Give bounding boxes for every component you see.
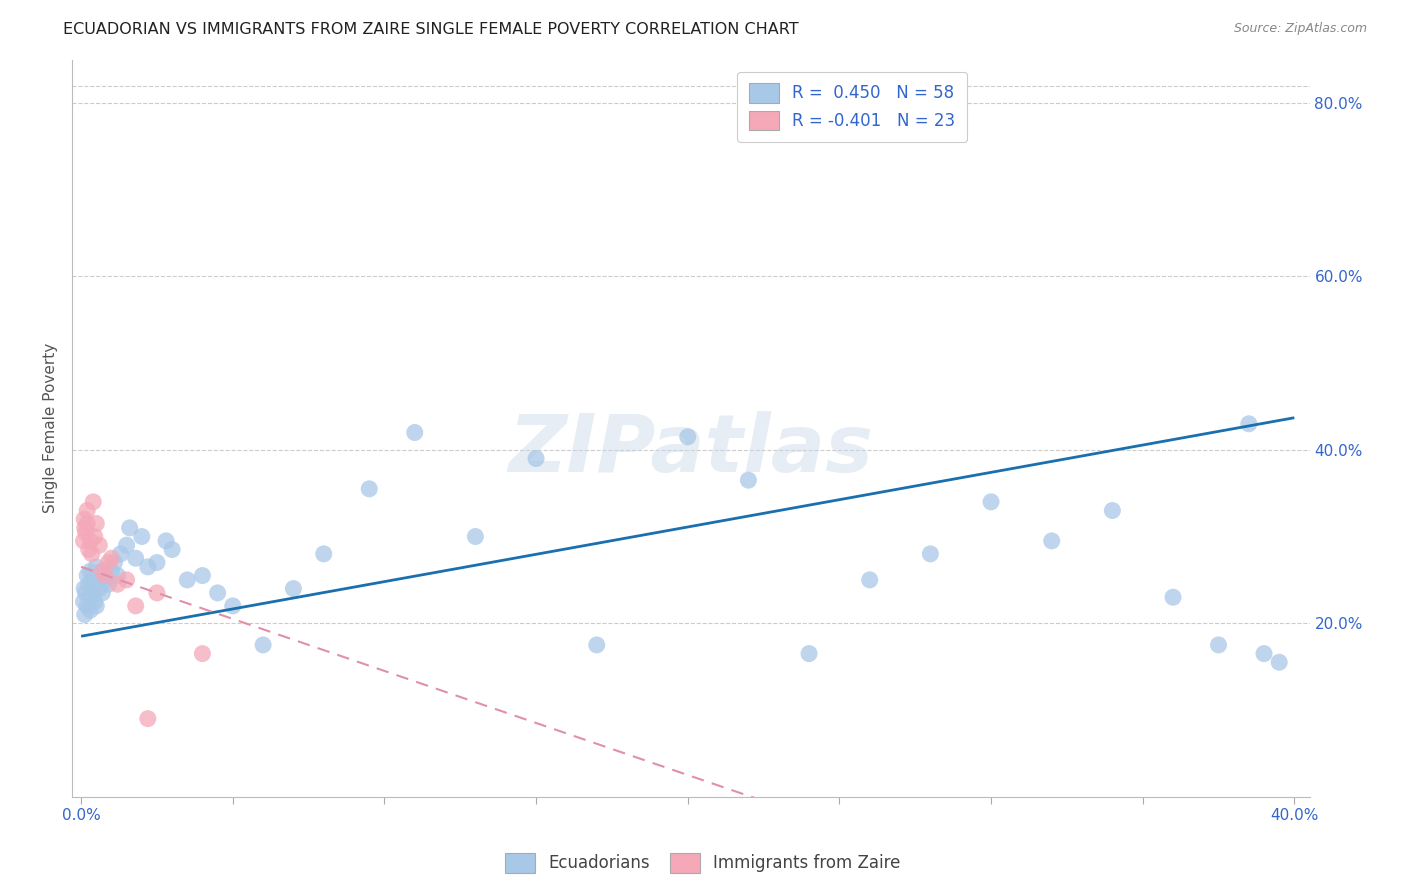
Point [155, 533, 177, 548]
Point [97, 577, 120, 591]
Point [84, 560, 107, 574]
Point [94, 568, 117, 582]
Point [91, 564, 114, 578]
Point [97, 556, 120, 570]
Point [1161, 591, 1184, 605]
Point [75, 586, 97, 600]
Text: Source: ZipAtlas.com: Source: ZipAtlas.com [1233, 22, 1367, 36]
Point [283, 582, 305, 596]
Point [1040, 533, 1063, 548]
Y-axis label: Single Female Poverty: Single Female Poverty [44, 343, 58, 513]
Point [115, 538, 138, 552]
Point [176, 573, 198, 587]
Point [1208, 638, 1230, 652]
Point [125, 599, 148, 613]
Point [737, 473, 759, 487]
Point [75, 525, 97, 540]
Point [252, 638, 274, 652]
Point [72, 533, 94, 548]
Point [859, 573, 882, 587]
Point [920, 547, 942, 561]
Point [103, 556, 125, 570]
Point [1237, 417, 1260, 431]
Point [100, 564, 122, 578]
Point [207, 586, 229, 600]
Point [89, 538, 111, 552]
Point [73, 582, 96, 596]
Point [83, 529, 105, 543]
Point [76, 568, 98, 582]
Point [73, 521, 96, 535]
Point [110, 547, 132, 561]
Point [77, 542, 100, 557]
Point [76, 503, 98, 517]
Point [76, 516, 98, 531]
Point [82, 495, 104, 509]
Point [89, 582, 111, 596]
Point [83, 594, 105, 608]
Point [79, 564, 101, 578]
Point [73, 607, 96, 622]
Point [73, 512, 96, 526]
Point [136, 712, 159, 726]
Point [80, 591, 103, 605]
Point [222, 599, 245, 613]
Point [160, 542, 183, 557]
Point [131, 529, 153, 543]
Point [84, 516, 107, 531]
Point [76, 599, 98, 613]
Point [100, 551, 122, 566]
Point [1253, 647, 1275, 661]
Point [89, 568, 111, 582]
Point [91, 586, 114, 600]
Point [94, 573, 117, 587]
Point [191, 568, 214, 582]
Point [1101, 503, 1123, 517]
Point [80, 547, 103, 561]
Point [146, 556, 169, 570]
Point [146, 586, 169, 600]
Point [79, 603, 101, 617]
Point [676, 430, 699, 444]
Point [980, 495, 1002, 509]
Point [797, 647, 820, 661]
Point [82, 586, 104, 600]
Point [107, 577, 129, 591]
Point [404, 425, 426, 440]
Point [84, 599, 107, 613]
Point [77, 577, 100, 591]
Point [91, 564, 114, 578]
Point [464, 529, 486, 543]
Point [115, 573, 138, 587]
Point [524, 451, 547, 466]
Point [191, 647, 214, 661]
Text: ZIPatlas: ZIPatlas [508, 411, 873, 489]
Point [125, 551, 148, 566]
Point [359, 482, 381, 496]
Point [107, 568, 129, 582]
Point [72, 594, 94, 608]
Point [118, 521, 141, 535]
Point [585, 638, 607, 652]
Legend: R =  0.450   N = 58, R = -0.401   N = 23: R = 0.450 N = 58, R = -0.401 N = 23 [737, 71, 967, 142]
Point [82, 573, 104, 587]
Point [312, 547, 335, 561]
Point [79, 533, 101, 548]
Legend: Ecuadorians, Immigrants from Zaire: Ecuadorians, Immigrants from Zaire [499, 847, 907, 880]
Point [136, 560, 159, 574]
Point [1268, 655, 1291, 669]
Text: ECUADORIAN VS IMMIGRANTS FROM ZAIRE SINGLE FEMALE POVERTY CORRELATION CHART: ECUADORIAN VS IMMIGRANTS FROM ZAIRE SING… [63, 22, 799, 37]
